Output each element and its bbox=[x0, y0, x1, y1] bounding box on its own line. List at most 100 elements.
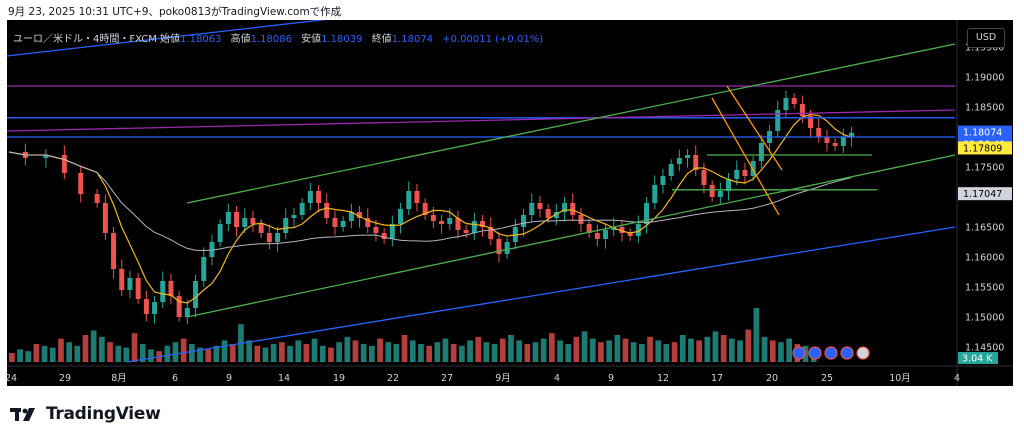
time-tick-label: 17 bbox=[711, 373, 723, 384]
volume-bar bbox=[221, 340, 228, 362]
candle-body bbox=[693, 155, 699, 170]
change-value: +0.00011 (+0.01%) bbox=[442, 34, 544, 45]
chart-area[interactable]: 1.195001.190001.185001.180001.175001.165… bbox=[7, 20, 1013, 386]
price-label-value: 1.18074 bbox=[963, 128, 1002, 139]
candle-body bbox=[266, 233, 272, 242]
candle-body bbox=[406, 191, 412, 209]
volume-bar bbox=[524, 344, 531, 362]
volume-bar bbox=[33, 344, 40, 362]
candle-body bbox=[717, 191, 723, 197]
volume-bar bbox=[622, 338, 629, 362]
volume-bar bbox=[172, 342, 179, 362]
candle-body bbox=[152, 302, 158, 314]
candle-body bbox=[193, 281, 199, 308]
candle-body bbox=[463, 230, 469, 233]
volume-bar bbox=[753, 308, 760, 362]
candle-body bbox=[439, 221, 445, 224]
candle-body bbox=[676, 158, 682, 164]
purple-slope bbox=[7, 109, 956, 132]
candle-body bbox=[709, 185, 715, 197]
candle-body bbox=[791, 98, 797, 104]
volume-bar bbox=[344, 336, 351, 362]
candle-body bbox=[578, 215, 584, 224]
price-label-box bbox=[958, 141, 1012, 155]
volume-bar bbox=[164, 345, 171, 362]
candle-body bbox=[668, 164, 674, 176]
volume-bar bbox=[9, 353, 15, 362]
candle-body bbox=[135, 278, 141, 299]
time-tick-label: 9 bbox=[226, 373, 232, 384]
volume-bar bbox=[720, 335, 727, 362]
time-tick-label: 14 bbox=[278, 373, 290, 384]
price-chart[interactable]: 1.195001.190001.185001.180001.175001.165… bbox=[7, 20, 1013, 386]
volume-bar bbox=[295, 340, 302, 362]
volume-bar bbox=[475, 336, 482, 362]
brand-name: TradingView bbox=[46, 404, 161, 424]
volume-bar bbox=[434, 342, 441, 362]
ma-short-line bbox=[8, 113, 852, 304]
candle-body bbox=[324, 203, 330, 218]
candle-body bbox=[184, 308, 190, 317]
volume-bar bbox=[74, 345, 81, 362]
volume-bar bbox=[663, 344, 670, 362]
currency-button[interactable]: USD bbox=[967, 28, 1005, 48]
volume-bar bbox=[115, 345, 122, 362]
time-tick-label: 19 bbox=[333, 373, 345, 384]
volume-bar bbox=[671, 342, 678, 362]
volume-bar bbox=[704, 336, 711, 362]
candle-body bbox=[348, 212, 354, 221]
volume-bar bbox=[58, 338, 64, 362]
candle-body bbox=[332, 218, 338, 227]
time-tick-label: 6 bbox=[172, 373, 178, 384]
volume-bar bbox=[639, 344, 645, 362]
candle-body bbox=[480, 221, 486, 227]
volume-bar bbox=[729, 338, 735, 362]
candle-body bbox=[455, 218, 461, 230]
volume-bar bbox=[557, 340, 563, 362]
time-tick-label: 9月 bbox=[495, 373, 511, 384]
event-marker-icon bbox=[792, 346, 806, 360]
candle-body bbox=[537, 203, 543, 209]
candle-body bbox=[808, 116, 814, 128]
price-label-box bbox=[958, 187, 1012, 201]
candle-body bbox=[734, 170, 740, 179]
volume-bar bbox=[761, 336, 768, 362]
volume-bar bbox=[532, 342, 539, 362]
volume-bar bbox=[598, 342, 604, 362]
volume-bar bbox=[360, 344, 367, 362]
volume-bar bbox=[262, 347, 269, 362]
candle-body bbox=[143, 299, 149, 314]
volume-bar bbox=[99, 336, 105, 362]
volume-bar bbox=[107, 342, 113, 362]
chart-header: 9月 23, 2025 10:31 UTC+9、poko0813がTrading… bbox=[8, 6, 342, 18]
high-value: 1.18086 bbox=[250, 34, 292, 45]
volume-label-box bbox=[958, 352, 998, 364]
volume-bar bbox=[483, 342, 490, 362]
symbol-title: ユーロ／米ドル・4時間・FXCM bbox=[13, 34, 157, 45]
candle-body bbox=[521, 215, 527, 227]
candle-body bbox=[168, 281, 174, 296]
candle-body bbox=[422, 203, 428, 215]
tradingview-logo-icon bbox=[10, 408, 35, 421]
volume-bar bbox=[229, 344, 236, 362]
volume-label: 3.04 K bbox=[962, 354, 993, 365]
volume-bar bbox=[508, 335, 514, 362]
candle-body bbox=[414, 191, 420, 203]
volume-bar bbox=[589, 338, 596, 362]
close-label: 終値 bbox=[371, 34, 392, 45]
low-value: 1.18039 bbox=[321, 34, 363, 45]
volume-bar bbox=[778, 342, 784, 362]
candle-body bbox=[307, 191, 313, 203]
volume-bar bbox=[148, 349, 154, 362]
volume-bar bbox=[679, 335, 686, 362]
candle-body bbox=[644, 203, 650, 224]
volume-bar bbox=[647, 336, 653, 362]
price-tick-label: 1.16000 bbox=[965, 253, 1004, 264]
candle-body bbox=[365, 218, 371, 227]
candle-body bbox=[799, 104, 805, 116]
volume-bar bbox=[41, 345, 48, 362]
candle-body bbox=[750, 161, 756, 176]
event-marker-icon bbox=[808, 346, 822, 360]
volume-bar bbox=[25, 351, 32, 362]
low-label: 安値 bbox=[301, 34, 322, 45]
